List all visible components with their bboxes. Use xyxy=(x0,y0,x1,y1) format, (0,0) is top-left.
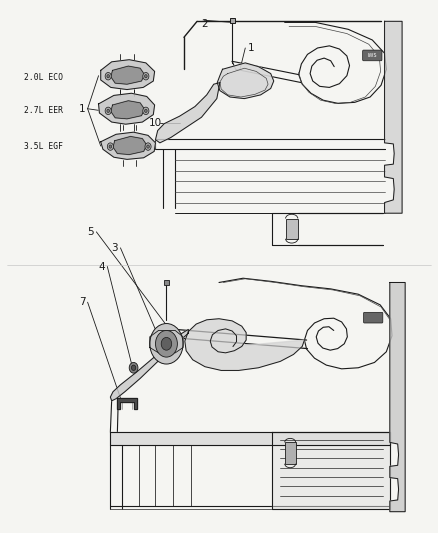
FancyBboxPatch shape xyxy=(164,280,169,285)
Text: 4: 4 xyxy=(99,262,105,271)
Polygon shape xyxy=(285,442,296,464)
Polygon shape xyxy=(385,21,402,213)
Polygon shape xyxy=(272,432,390,509)
Text: IWS: IWS xyxy=(367,53,377,58)
Polygon shape xyxy=(155,83,220,143)
Polygon shape xyxy=(217,63,274,99)
Polygon shape xyxy=(99,93,155,124)
Polygon shape xyxy=(150,330,183,353)
FancyBboxPatch shape xyxy=(363,50,382,61)
Text: 1: 1 xyxy=(79,104,85,114)
Polygon shape xyxy=(117,398,137,409)
Polygon shape xyxy=(101,60,155,90)
Circle shape xyxy=(161,337,172,350)
Text: 3.5L EGF: 3.5L EGF xyxy=(24,142,63,151)
Polygon shape xyxy=(286,219,298,239)
Circle shape xyxy=(105,107,111,115)
Polygon shape xyxy=(111,66,145,84)
Circle shape xyxy=(147,145,149,148)
Circle shape xyxy=(150,324,183,364)
Polygon shape xyxy=(110,432,390,445)
Circle shape xyxy=(143,72,149,80)
Circle shape xyxy=(131,365,136,370)
Circle shape xyxy=(145,143,151,150)
Circle shape xyxy=(105,72,111,80)
Text: 10: 10 xyxy=(149,118,162,127)
Text: 2: 2 xyxy=(201,19,208,29)
Circle shape xyxy=(129,362,138,373)
Circle shape xyxy=(143,107,149,115)
Circle shape xyxy=(107,143,113,150)
Circle shape xyxy=(145,75,147,78)
FancyBboxPatch shape xyxy=(364,312,383,323)
Polygon shape xyxy=(101,132,155,159)
Circle shape xyxy=(107,109,110,112)
Polygon shape xyxy=(110,329,188,401)
Polygon shape xyxy=(185,319,304,370)
Text: 2.7L EER: 2.7L EER xyxy=(24,107,63,115)
Polygon shape xyxy=(390,282,405,512)
Polygon shape xyxy=(111,101,145,119)
Polygon shape xyxy=(113,136,147,155)
Circle shape xyxy=(145,109,147,112)
Text: 7: 7 xyxy=(79,297,85,307)
FancyBboxPatch shape xyxy=(230,18,235,23)
Text: 1: 1 xyxy=(247,43,254,53)
Text: 3: 3 xyxy=(112,243,118,253)
Text: 2.0L ECO: 2.0L ECO xyxy=(24,73,63,82)
Circle shape xyxy=(155,330,177,357)
Circle shape xyxy=(109,145,112,148)
Circle shape xyxy=(107,75,110,78)
Text: 5: 5 xyxy=(88,227,94,237)
